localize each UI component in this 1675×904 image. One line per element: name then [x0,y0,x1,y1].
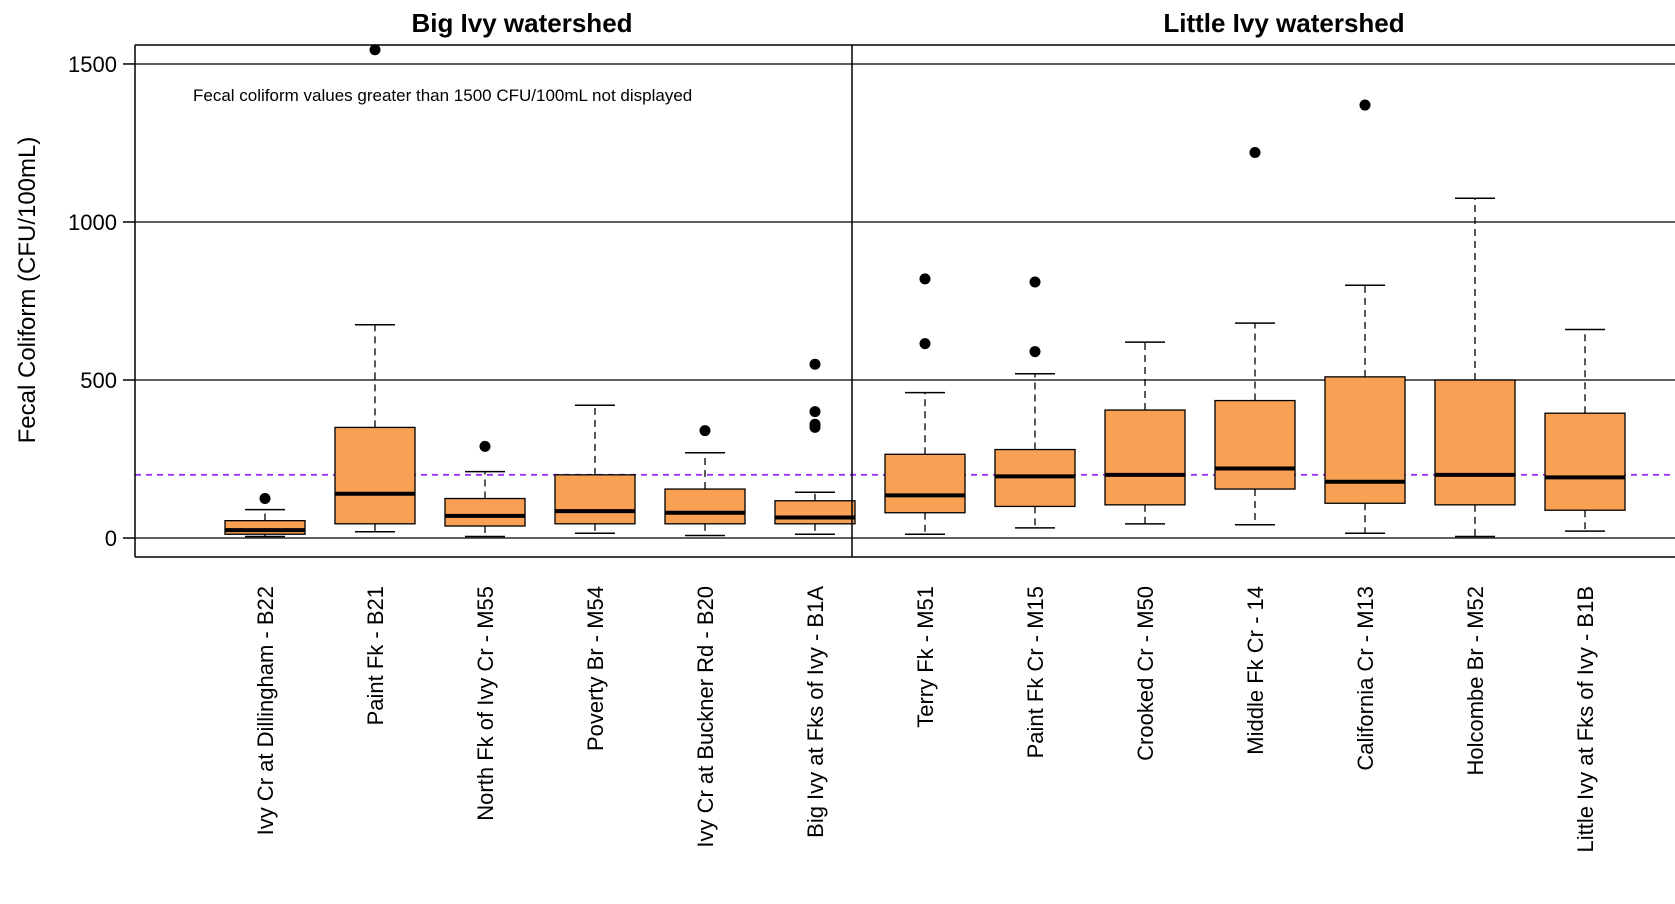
iqr-box [224,520,306,535]
outlier-point [699,425,711,437]
outlier-point [479,440,491,452]
box-9 [1214,146,1296,526]
box-7 [994,276,1076,529]
iqr-box [1544,412,1626,511]
panel-title-little-ivy: Little Ivy watershed [1163,8,1404,38]
iqr-box [1434,379,1516,506]
x-tick-label: Big Ivy at Fks of Ivy - B1A [803,586,828,838]
box-6 [884,273,966,535]
box-0 [224,493,306,538]
box-11 [1434,197,1516,538]
box-1 [334,44,416,533]
outlier-point [1249,146,1261,158]
x-axis-ticks: Ivy Cr at Dillingham - B22 Paint Fk - B21… [253,586,1598,853]
box-2 [444,440,526,538]
x-tick-label: Terry Fk - M51 [913,586,938,728]
outlier-point [809,418,821,430]
outlier-point [369,44,381,56]
plot-frame [134,44,1675,558]
y-tick-label: 500 [80,368,117,393]
x-tick-label: Paint Fk Cr - M15 [1023,586,1048,758]
iqr-box [554,474,636,525]
iqr-box [1104,409,1186,506]
y-tick-label: 1500 [68,52,117,77]
box-5 [774,358,856,535]
x-tick-label: Ivy Cr at Dillingham - B22 [253,586,278,835]
iqr-box [444,497,526,527]
panel-title-big-ivy: Big Ivy watershed [411,8,632,38]
box-8 [1104,341,1186,525]
gridlines [135,63,1675,539]
x-tick-label: Crooked Cr - M50 [1133,586,1158,761]
box-4 [664,425,746,537]
outlier-point [1359,99,1371,111]
iqr-box [1324,376,1406,504]
outlier-point [1029,346,1041,358]
box-3 [554,404,636,535]
x-tick-label: Paint Fk - B21 [363,586,388,725]
outlier-point [919,338,931,350]
y-tick-label: 0 [105,526,117,551]
x-tick-label: Ivy Cr at Buckner Rd - B20 [693,586,718,848]
x-tick-label: North Fk of Ivy Cr - M55 [473,586,498,821]
iqr-box [1214,399,1296,490]
outlier-point [1029,276,1041,288]
iqr-box [884,453,966,514]
y-axis-label: Fecal Coliform (CFU/100mL) [14,137,41,444]
annotation-note: Fecal coliform values greater than 1500 … [193,86,692,105]
outlier-point [809,358,821,370]
box-12 [1544,328,1626,532]
iqr-box [774,500,856,525]
box-10 [1324,99,1406,535]
x-tick-label: Holcombe Br - M52 [1463,586,1488,776]
iqr-box [664,488,746,525]
box-series [224,44,1626,538]
x-tick-label: Middle Fk Cr - 14 [1243,586,1268,755]
x-tick-label: California Cr - M13 [1353,586,1378,771]
y-tick-label: 1000 [68,210,117,235]
y-axis-ticks: 0 500 1000 1500 [68,52,135,551]
x-tick-label: Little Ivy at Fks of Ivy - B1B [1573,586,1598,853]
iqr-box [334,426,416,525]
outlier-point [259,493,271,505]
outlier-point [919,273,931,285]
outlier-point [809,406,821,418]
x-tick-label: Poverty Br - M54 [583,586,608,751]
